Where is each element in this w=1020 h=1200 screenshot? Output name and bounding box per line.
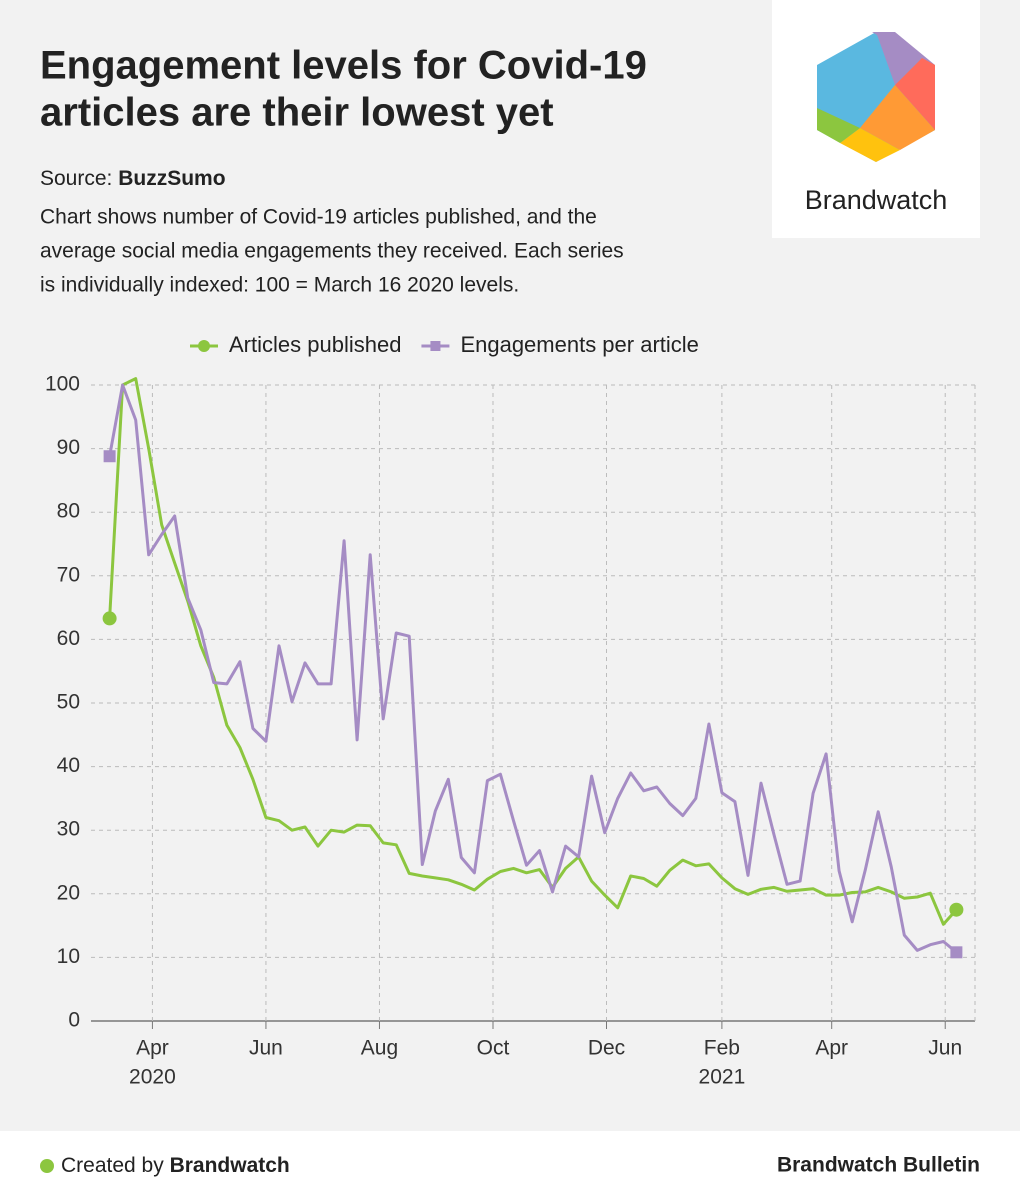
series-line xyxy=(108,383,958,954)
series-line xyxy=(108,377,958,926)
point xyxy=(949,902,964,917)
x-tick-label: Dec xyxy=(588,1037,625,1060)
x-tick-label: Oct xyxy=(477,1037,510,1060)
footer xyxy=(0,1131,1020,1200)
plot: 0 10 20 30 40 50 60 70 80 90 100 Apr Jun Aug Oct Dec Feb… xyxy=(45,332,976,1089)
footer-credit: Created by Brandwatch xyxy=(61,1154,290,1177)
y-tick-label: 100 xyxy=(45,373,80,396)
description-line: Chart shows number of Covid-19 articles … xyxy=(40,206,597,229)
x-tick-label: Apr xyxy=(136,1037,169,1060)
title-line: articles are their lowest yet xyxy=(40,91,554,135)
x-year-label: 2020 xyxy=(129,1066,176,1089)
x-tick-label: Jun xyxy=(249,1037,283,1060)
point xyxy=(950,946,963,959)
x-tick-label: Apr xyxy=(815,1037,848,1060)
y-tick-label: 40 xyxy=(57,754,80,777)
footer-brand: Brandwatch xyxy=(170,1154,290,1177)
description-line: average social media engagements they re… xyxy=(40,240,624,263)
y-tick-label: 60 xyxy=(57,627,80,650)
title-line: Engagement levels for Covid-19 xyxy=(40,44,647,88)
y-tick-label: 70 xyxy=(57,563,80,586)
footer-dot xyxy=(40,1159,54,1173)
x-tick-label: Feb xyxy=(704,1037,740,1060)
logo-text: Brandwatch xyxy=(805,185,948,215)
point xyxy=(102,611,117,626)
footer-label: Created by xyxy=(61,1154,164,1177)
source: Source: BuzzSumo xyxy=(40,167,226,190)
logo-part xyxy=(876,32,922,85)
logo-part xyxy=(840,128,900,162)
y-tick-label: 0 xyxy=(68,1009,80,1032)
logo-part xyxy=(860,85,935,150)
y-tick-label: 80 xyxy=(57,500,80,523)
x-year-label: 2021 xyxy=(699,1066,746,1089)
logo-part xyxy=(895,58,935,130)
x-tick-label: Aug xyxy=(361,1037,398,1060)
description-line: is individually indexed: 100 = March 16 … xyxy=(40,274,519,297)
y-tick-label: 20 xyxy=(57,881,80,904)
legend-marker xyxy=(430,341,441,351)
legend-label: Articles published xyxy=(229,332,401,357)
footer-right: Brandwatch Bulletin xyxy=(777,1154,980,1177)
logo: Brandwatch xyxy=(772,0,980,238)
y-tick-label: 10 xyxy=(57,945,80,968)
logo-part xyxy=(817,108,860,143)
point xyxy=(103,450,116,463)
x-tick-label: Jun xyxy=(928,1037,962,1060)
legend-label: Engagements per article xyxy=(460,332,698,357)
source-label: Source: xyxy=(40,167,112,190)
legend-marker xyxy=(198,340,210,352)
source-name: BuzzSumo xyxy=(118,167,225,190)
y-tick-label: 90 xyxy=(57,436,80,459)
y-tick-label: 50 xyxy=(57,691,80,714)
y-tick-label: 30 xyxy=(57,818,80,841)
